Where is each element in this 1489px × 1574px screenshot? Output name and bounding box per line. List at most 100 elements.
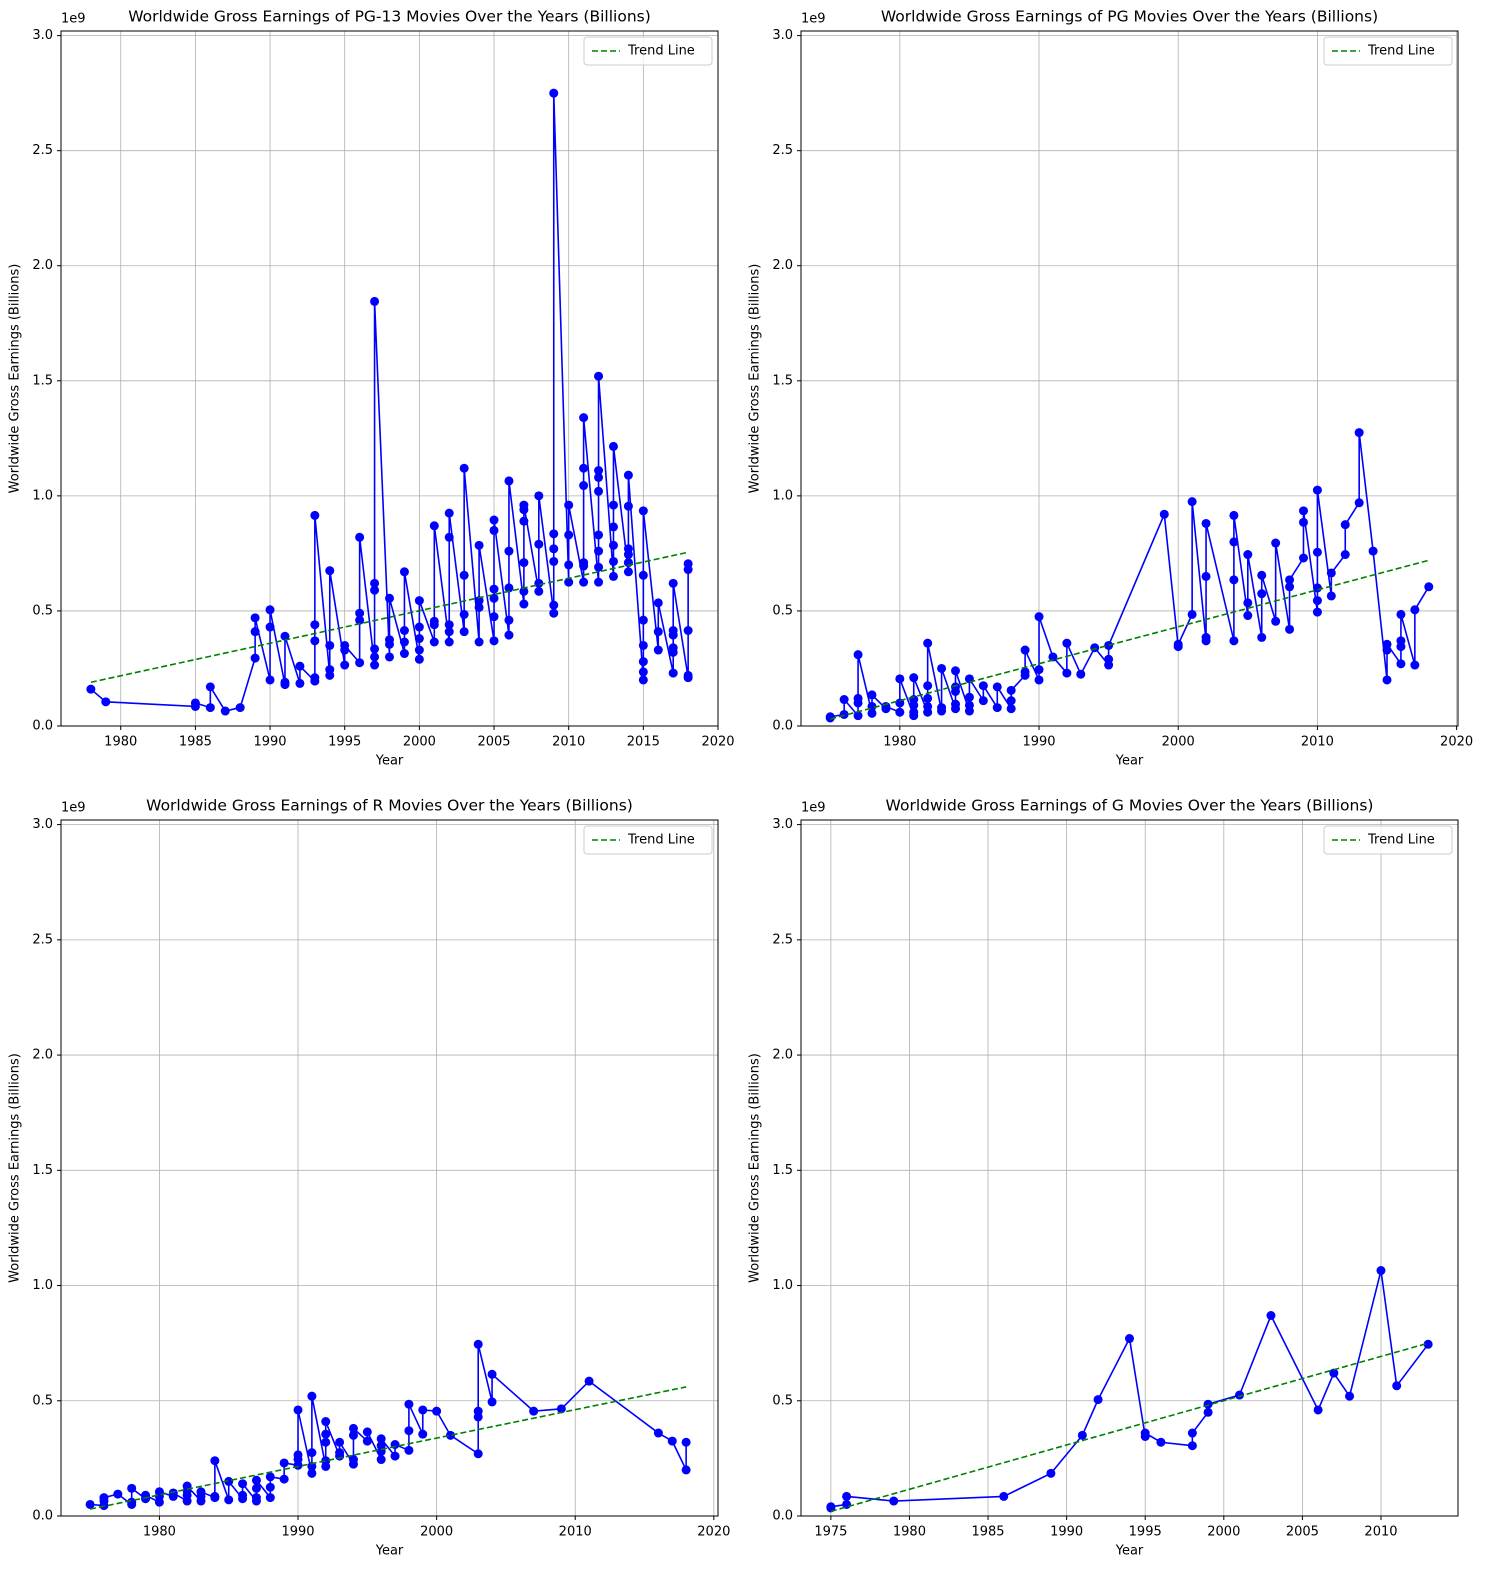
data-point: [1376, 1266, 1386, 1276]
data-point: [1243, 598, 1253, 608]
data-point: [519, 558, 529, 568]
data-point: [376, 1434, 386, 1444]
data-line: [830, 1270, 1429, 1508]
data-point: [250, 627, 260, 637]
data-point: [224, 1495, 234, 1505]
data-point: [549, 529, 559, 539]
data-point: [250, 653, 260, 663]
data-point: [1201, 518, 1211, 528]
data-point: [355, 532, 365, 542]
data-point: [265, 1493, 275, 1503]
x-tick-label: 2005: [477, 735, 510, 750]
data-point: [623, 501, 633, 511]
y-tick-label: 0.0: [772, 719, 793, 734]
data-point: [265, 605, 275, 615]
data-point: [251, 1475, 261, 1485]
y-tick-label: 2.5: [32, 932, 53, 947]
data-point: [529, 1406, 539, 1416]
data-point: [459, 570, 469, 580]
data-point: [238, 1479, 248, 1489]
data-point: [1354, 428, 1364, 438]
data-point: [579, 558, 589, 568]
x-tick-label: 2010: [559, 1525, 592, 1540]
data-point: [399, 649, 409, 659]
y-offset-label: 1e9: [61, 12, 86, 27]
data-point: [504, 630, 514, 640]
data-point: [238, 1490, 248, 1500]
data-point: [623, 544, 633, 554]
data-point: [86, 684, 96, 694]
data-point: [429, 616, 439, 626]
x-tick-label: 2020: [701, 735, 734, 750]
data-point: [1424, 582, 1434, 592]
data-point: [101, 697, 111, 707]
data-point: [923, 638, 933, 648]
legend-label: Trend Line: [1367, 833, 1435, 848]
data-point: [168, 1488, 178, 1498]
data-point: [1298, 506, 1308, 516]
data-point: [224, 1476, 234, 1486]
data-point: [335, 1448, 345, 1458]
data-point: [638, 657, 648, 667]
data-point: [951, 666, 961, 676]
data-point: [909, 673, 919, 683]
data-point: [923, 701, 933, 711]
data-point: [594, 472, 604, 482]
data-point: [1271, 616, 1281, 626]
data-point: [638, 615, 648, 625]
data-point: [549, 544, 559, 554]
data-point: [895, 707, 905, 717]
y-tick-label: 1.0: [772, 1278, 793, 1293]
data-point: [638, 570, 648, 580]
data-point: [474, 540, 484, 550]
data-point: [310, 636, 320, 646]
data-point: [594, 530, 604, 540]
data-point: [549, 556, 559, 566]
data-point: [992, 703, 1002, 713]
y-tick-label: 0.5: [32, 603, 53, 618]
y-tick-label: 2.0: [32, 258, 53, 273]
data-point: [683, 625, 693, 635]
plot-area: [86, 88, 693, 716]
x-tick-label: 2020: [697, 1525, 730, 1540]
chart-title: Worldwide Gross Earnings of R Movies Ove…: [146, 797, 633, 815]
data-point: [564, 500, 574, 510]
legend-label: Trend Line: [1367, 44, 1435, 59]
data-point: [390, 1451, 400, 1461]
data-point: [951, 699, 961, 709]
x-tick-label: 1980: [883, 735, 916, 750]
data-point: [608, 500, 618, 510]
data-point: [668, 668, 678, 678]
data-point: [1203, 1399, 1213, 1409]
x-tick-label: 1995: [1129, 1525, 1162, 1540]
plot-area: [826, 1266, 1433, 1513]
data-point: [1006, 696, 1016, 706]
data-point: [487, 1397, 497, 1407]
y-tick-label: 2.5: [772, 932, 793, 947]
data-point: [1285, 624, 1295, 634]
data-point: [667, 1436, 677, 1446]
data-point: [385, 593, 394, 603]
data-point: [1187, 609, 1197, 619]
data-point: [370, 578, 380, 588]
data-point: [937, 703, 947, 713]
data-point: [474, 596, 484, 606]
data-point: [307, 1391, 317, 1401]
data-point: [489, 593, 499, 603]
data-point: [999, 1491, 1009, 1501]
data-point: [881, 701, 891, 711]
data-point: [404, 1426, 414, 1436]
data-point: [923, 681, 933, 691]
legend-box: [1323, 36, 1453, 66]
axes-frame: [60, 30, 719, 727]
data-point: [1329, 1368, 1339, 1378]
data-point: [826, 1502, 836, 1512]
data-point: [556, 1404, 566, 1414]
data-point: [1410, 660, 1420, 670]
data-point: [295, 661, 305, 671]
data-point: [348, 1423, 358, 1433]
y-offset-label: 1e9: [61, 801, 86, 816]
data-point: [376, 1455, 386, 1465]
subplot: 0.0 0.5 1.0 1.5 2.0 2.5 3.0 1980 1990 2000 2010 202…: [8, 797, 731, 1559]
data-point: [399, 637, 409, 647]
